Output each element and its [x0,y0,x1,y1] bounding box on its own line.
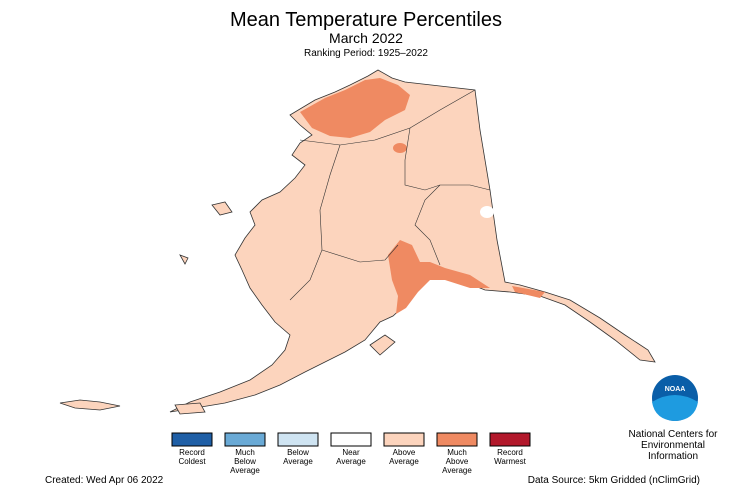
legend-label: Warmest [494,457,526,466]
legend-swatch [277,432,319,447]
alaska-map [59,69,656,415]
legend-label: Record [497,448,523,457]
title: Mean Temperature Percentiles [230,9,502,31]
legend-label: Above [393,448,416,457]
much-above-east [512,286,545,298]
state-outline [169,69,656,413]
legend-swatch [171,432,213,447]
legend-swatch [489,432,531,447]
noaa-logo: NOAA [652,375,698,421]
region-borders [289,89,491,301]
much-above-north [300,78,410,138]
legend-swatch [436,432,478,447]
legend-label: Average [389,457,419,466]
agency-line: National Centers for [629,429,719,440]
logo-text: NOAA [665,386,686,393]
agency-line: Information [648,451,698,462]
legend-label: Much [235,448,255,457]
legend-label: Average [230,466,260,475]
legend: RecordColdestMuchBelowAverageBelowAverag… [171,432,531,475]
much-above-spot [393,143,407,153]
legend-label: Coldest [178,457,206,466]
data-source: Data Source: 5km Gridded (nClimGrid) [528,475,700,486]
legend-label: Much [447,448,467,457]
legend-label: Record [179,448,205,457]
agency-line: Environmental [641,440,705,451]
legend-swatch [330,432,372,447]
legend-swatch [383,432,425,447]
near-average-spot [480,206,494,218]
much-above-south [388,240,490,314]
subtitle: March 2022 [329,30,403,46]
islands [59,201,396,415]
ranking-period: Ranking Period: 1925–2022 [304,48,428,59]
legend-label: Below [234,457,256,466]
legend-label: Average [336,457,366,466]
legend-label: Average [283,457,313,466]
legend-label: Average [442,466,472,475]
legend-label: Near [342,448,360,457]
legend-label: Above [446,457,469,466]
logo-wave [652,395,698,421]
created-date: Created: Wed Apr 06 2022 [45,475,164,486]
legend-label: Below [287,448,309,457]
legend-swatch [224,432,266,447]
